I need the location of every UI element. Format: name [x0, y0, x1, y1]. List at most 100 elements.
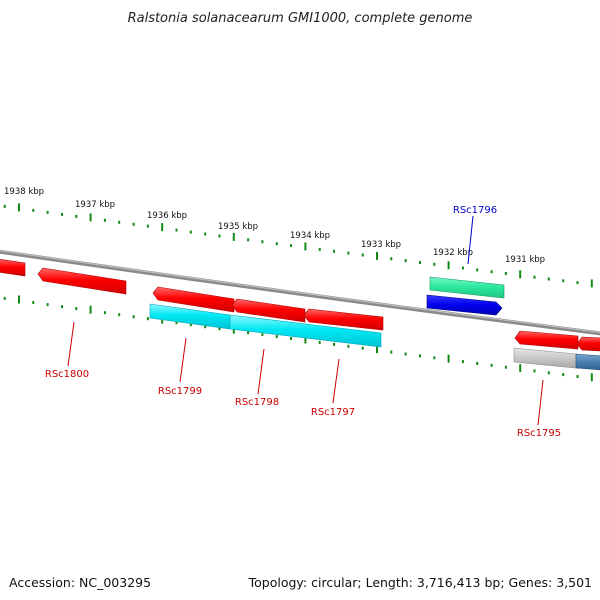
minor-tick-lower — [218, 327, 221, 331]
minor-tick-upper — [261, 240, 264, 244]
minor-tick-lower — [75, 307, 78, 311]
minor-tick-upper — [61, 212, 63, 216]
kbp-label-1934: 1934 kbp — [290, 231, 330, 241]
minor-tick-upper — [247, 238, 250, 242]
major-tick-upper — [376, 251, 378, 260]
minor-tick-lower — [333, 342, 335, 346]
gene-bar-cyan-2[interactable] — [229, 314, 382, 348]
leader-rsc1797 — [332, 358, 340, 404]
gene-arrow-rsc1800[interactable] — [37, 267, 127, 295]
major-tick-lower — [376, 345, 378, 354]
minor-tick-upper — [419, 261, 421, 264]
minor-tick-upper — [562, 279, 565, 283]
gene-label-rsc1796[interactable]: RSc1796 — [453, 205, 497, 216]
minor-tick-lower — [547, 371, 550, 375]
genome-summary-text: Topology: circular; Length: 3,716,413 bp… — [248, 575, 592, 590]
kbp-label-1937: 1937 kbp — [75, 200, 115, 210]
gene-arrow-rsc1797[interactable] — [303, 308, 384, 331]
leader-rsc1800 — [67, 321, 75, 367]
minor-tick-upper — [3, 204, 6, 208]
minor-tick-lower — [32, 301, 35, 304]
feature-bar-steel[interactable] — [575, 353, 600, 371]
minor-tick-lower — [390, 350, 393, 354]
minor-tick-upper — [46, 210, 49, 214]
genome-backbone — [0, 249, 600, 336]
gene-rsc1796-feature[interactable] — [429, 276, 505, 299]
minor-tick-upper — [103, 218, 106, 222]
scale-ticks-upper — [3, 203, 593, 288]
label-leaders — [67, 215, 544, 426]
minor-tick-upper — [118, 220, 121, 224]
minor-tick-lower — [290, 337, 293, 340]
minor-tick-upper — [318, 247, 321, 251]
major-tick-lower — [18, 295, 20, 304]
major-tick-upper — [18, 203, 20, 212]
gene-arrow-rsc1795[interactable] — [514, 330, 579, 350]
minor-tick-upper — [175, 228, 178, 232]
minor-tick-lower — [46, 303, 49, 307]
minor-tick-upper — [576, 281, 579, 285]
minor-tick-upper — [390, 257, 393, 261]
minor-tick-upper — [218, 234, 221, 238]
minor-tick-lower — [419, 354, 421, 358]
major-tick-lower — [89, 305, 92, 314]
genome-backbone-highlight — [0, 250, 600, 333]
leader-rsc1799 — [179, 337, 187, 383]
major-tick-upper — [447, 261, 450, 270]
leader-rsc1795 — [537, 379, 544, 426]
minor-tick-upper — [547, 277, 550, 281]
kbp-label-1933: 1933 kbp — [361, 240, 401, 250]
gene-arrow-partial-right[interactable] — [576, 336, 600, 352]
minor-tick-lower — [132, 315, 135, 319]
minor-tick-lower — [61, 305, 63, 309]
minor-tick-lower — [461, 360, 464, 364]
major-tick-upper — [161, 223, 164, 232]
minor-tick-upper — [275, 242, 278, 246]
minor-tick-lower — [118, 313, 121, 317]
gene-labels: RSc1800 RSc1799 RSc1798 RSc1797 RSc1796 … — [45, 205, 561, 439]
minor-tick-upper — [290, 244, 293, 248]
minor-tick-upper — [132, 222, 135, 226]
minor-tick-lower — [175, 321, 178, 325]
major-tick-upper — [304, 242, 307, 251]
leader-rsc1796 — [467, 215, 474, 265]
minor-tick-upper — [490, 270, 493, 274]
minor-tick-upper — [461, 266, 464, 270]
minor-tick-lower — [247, 331, 250, 335]
minor-tick-upper — [504, 272, 507, 275]
minor-tick-upper — [476, 268, 479, 272]
minor-tick-upper — [146, 224, 149, 228]
reverse-strand-features — [149, 303, 600, 371]
minor-tick-lower — [204, 325, 207, 329]
minor-tick-lower — [347, 344, 350, 348]
minor-tick-upper — [433, 262, 436, 266]
minor-tick-lower — [103, 311, 106, 315]
minor-tick-upper — [404, 259, 407, 263]
gene-arrow-rsc1796-selected[interactable] — [426, 294, 503, 316]
minor-tick-lower — [490, 363, 493, 367]
gene-arrow-rsc1799[interactable] — [152, 286, 235, 313]
gene-label-rsc1795[interactable]: RSc1795 — [517, 428, 561, 439]
gene-arrow-partial-left[interactable] — [0, 258, 26, 277]
gene-label-rsc1799[interactable]: RSc1799 — [158, 386, 202, 397]
kbp-label-1931: 1931 kbp — [505, 255, 545, 265]
minor-tick-upper — [204, 232, 207, 236]
minor-tick-lower — [562, 373, 565, 377]
minor-tick-upper — [347, 251, 350, 255]
kbp-label-1932: 1932 kbp — [433, 248, 473, 258]
gene-label-rsc1797[interactable]: RSc1797 — [311, 407, 355, 418]
major-tick-lower — [590, 373, 593, 382]
minor-tick-lower — [361, 346, 364, 350]
gene-label-rsc1800[interactable]: RSc1800 — [45, 369, 89, 380]
gene-arrow-rsc1798[interactable] — [231, 298, 306, 323]
major-tick-upper — [519, 270, 522, 279]
minor-tick-upper — [333, 249, 335, 253]
minor-tick-lower — [533, 369, 536, 373]
gene-label-rsc1798[interactable]: RSc1798 — [235, 397, 279, 408]
major-tick-upper — [590, 279, 593, 288]
feature-bar-grey[interactable] — [513, 347, 577, 369]
accession-text: Accession: NC_003295 — [9, 575, 151, 590]
major-tick-lower — [519, 364, 522, 373]
major-tick-upper — [89, 213, 92, 222]
kbp-label-1938: 1938 kbp — [4, 187, 44, 197]
